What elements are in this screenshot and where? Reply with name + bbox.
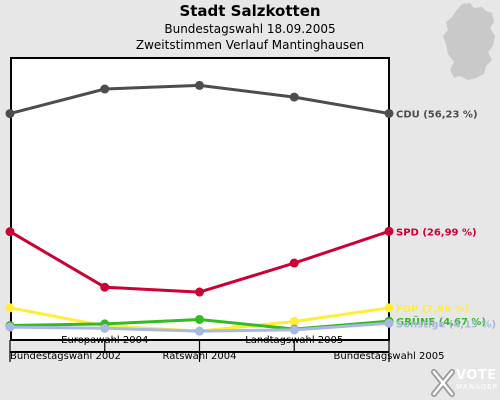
series-value-label: SPD (26,99 %) [396,227,477,238]
x-tick-label: Bundestagswahl 2002 [10,351,121,362]
chart-subtitle-2: Zweitstimmen Verlauf Mantinghausen [135,38,365,52]
series-value-label: GRÜNE (4,67 %) [396,314,486,328]
chart-title: Stadt Salzkotten [179,2,321,20]
x-tick-label: Bundestagswahl 2005 [334,351,445,362]
data-point [289,92,299,102]
data-point [384,318,394,328]
germany-map-icon [443,3,495,80]
series-value-label: Sonstige (4,15 %) [396,319,496,330]
series-value-label: FDP (7,96 %) [396,304,469,315]
data-point [5,303,15,313]
data-point [289,325,299,335]
x-axis: Bundestagswahl 2002 Europawahl 2004 Ratswa… [9,335,445,362]
x-tick-label: Ratswahl 2004 [162,351,236,362]
data-point [100,84,110,94]
label-layer: CDU (56,23 %) SPD (26,99 %) FDP (7,96 %)GR… [396,109,496,330]
data-point [5,322,15,332]
data-point [384,303,394,313]
logo-sub: MANAGER [456,383,499,391]
plot-area [10,57,390,341]
chart-subtitle: Bundestagswahl 18.09.2005 [164,22,336,36]
vote-manager-logo [431,369,455,397]
data-point [195,80,204,90]
data-point [289,316,299,326]
series-layer [5,80,394,336]
data-point [100,282,110,292]
data-point [5,227,15,237]
data-point [5,109,15,119]
data-point [384,226,394,236]
data-point [289,258,299,268]
data-point [195,287,204,297]
data-point [195,326,204,336]
data-point [384,108,394,118]
data-point [195,314,204,324]
x-tick-label: Europawahl 2004 [61,335,148,346]
logo-brand: VOTE [456,368,497,383]
series-value-label: CDU (56,23 %) [396,109,478,120]
data-point [100,323,110,333]
x-tick-label: Landtagswahl 2005 [245,335,343,346]
